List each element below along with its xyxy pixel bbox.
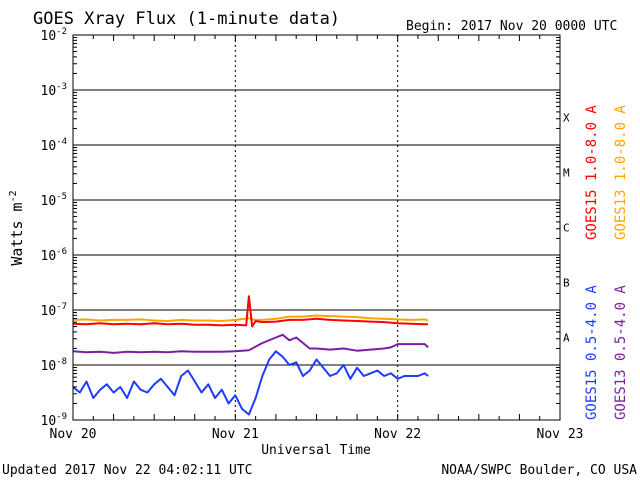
y-tick-label: 10-3 <box>41 82 68 99</box>
flare-class-a: A <box>563 332 570 345</box>
y-axis-ticks: 10-2 10-3 10-4 10-5 10-6 10-7 10-8 10-9 <box>41 27 560 429</box>
y-tick-label: 10-4 <box>41 137 68 154</box>
legend-column: GOES13 1.0-8.0 A GOES13 0.5-4.0 A <box>613 105 629 420</box>
y-tick-label: 10-9 <box>41 412 68 429</box>
x-tick-label: Nov 22 <box>374 427 421 442</box>
flare-class-labels: X M C B A <box>563 112 570 345</box>
y-tick-label: 10-2 <box>41 27 68 44</box>
x-axis-ticks: Nov 20 Nov 21 Nov 22 Nov 23 <box>50 35 584 442</box>
x-tick-label: Nov 23 <box>537 427 584 442</box>
legend-entry: GOES13 0.5-4.0 A <box>613 285 629 420</box>
legend-entry: GOES15 0.5-4.0 A <box>584 285 600 420</box>
flare-class-c: C <box>563 222 570 235</box>
legend-entry: GOES15 1.0-8.0 A <box>584 105 600 240</box>
series-layer <box>72 295 429 416</box>
legend: GOES15 1.0-8.0 A GOES15 0.5-4.0 A GOES13 1… <box>584 105 629 420</box>
series-goes15-0-5-4-0-a <box>72 350 429 416</box>
legend-entry: GOES13 1.0-8.0 A <box>613 105 629 240</box>
plot-frame <box>72 34 561 421</box>
updated-timestamp: Updated 2017 Nov 22 04:02:11 UTC <box>2 463 252 478</box>
y-axis-label: Watts m-2 <box>8 190 26 265</box>
x-axis-label: Universal Time <box>261 443 371 458</box>
flare-class-x: X <box>563 112 570 125</box>
series-goes13-0-5-4-0-a <box>72 333 429 354</box>
y-tick-label: 10-8 <box>41 357 68 374</box>
x-tick-label: Nov 20 <box>50 427 97 442</box>
series-goes13-1-0-8-0-a <box>72 314 429 322</box>
gridlines <box>73 35 560 420</box>
flare-class-m: M <box>563 167 570 180</box>
y-tick-label: 10-7 <box>41 302 68 319</box>
flare-class-b: B <box>563 277 570 290</box>
y-tick-label: 10-6 <box>41 247 68 264</box>
chart-title: GOES Xray Flux (1-minute data) <box>33 9 340 29</box>
y-tick-label: 10-5 <box>41 192 68 209</box>
x-tick-label: Nov 21 <box>212 427 259 442</box>
source-credit: NOAA/SWPC Boulder, CO USA <box>441 463 637 478</box>
begin-label: Begin: 2017 Nov 20 0000 UTC <box>406 19 617 34</box>
legend-column: GOES15 1.0-8.0 A GOES15 0.5-4.0 A <box>584 105 600 420</box>
series-goes15-1-0-8-0-a <box>72 295 429 328</box>
